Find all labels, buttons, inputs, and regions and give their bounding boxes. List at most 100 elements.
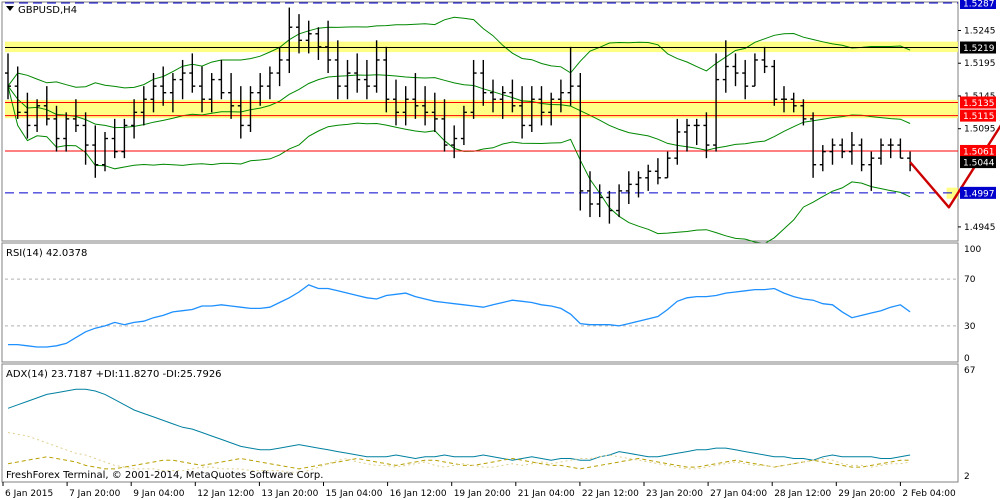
ohlc-bar (887, 138, 894, 159)
rsi-series (8, 284, 911, 348)
price-tag: 1.5135 (960, 96, 996, 109)
adx-tick-label: 2 (964, 472, 970, 482)
zone-2 (946, 187, 958, 199)
rsi-tick-label: 100 (964, 245, 981, 255)
time-tick-label: 13 Jan 20:00 (261, 489, 318, 499)
ohlc-bar (684, 118, 690, 152)
ohlc-bar (499, 86, 506, 119)
ohlc-bar (373, 40, 380, 93)
ohlc-bar (102, 131, 108, 172)
ohlc-bar (664, 151, 671, 179)
ohlc-bar (441, 99, 448, 152)
adx-panel[interactable]: ADX(14) 23.7187 +DI:11.8270 -DI:25.7926 … (1, 363, 975, 483)
adx-series-adx (7, 388, 911, 461)
ohlc-bar (218, 59, 225, 100)
price-tag: 1.5219 (960, 41, 996, 54)
svg-text:1.5061: 1.5061 (963, 147, 995, 157)
ohlc-bar (199, 66, 205, 113)
ohlc-bar (732, 53, 739, 87)
ohlc-bar (587, 171, 593, 218)
ohlc-bar (771, 59, 778, 106)
ohlc-bar (538, 86, 545, 126)
svg-text:1.5287: 1.5287 (963, 0, 995, 10)
rsi-label: RSI(14) 42.0378 (6, 248, 87, 259)
ohlc-bar (519, 86, 526, 139)
menu-triangle-icon[interactable] (6, 6, 14, 11)
ohlc-bar (751, 53, 758, 87)
ohlc-bar (286, 7, 293, 74)
rsi-tick-label: 70 (964, 275, 976, 285)
ohlc-bar (53, 105, 60, 152)
time-tick-label: 16 Jan 12:00 (390, 489, 447, 499)
svg-text:1.5135: 1.5135 (963, 99, 995, 109)
price-tick-label: 1.5195 (964, 59, 996, 69)
rsi-line (8, 284, 911, 348)
ohlc-bar (596, 184, 603, 218)
ohlc-bar (761, 46, 768, 74)
ohlc-bar (179, 59, 186, 100)
ohlc-bar (393, 79, 399, 126)
ohlc-bar (14, 66, 21, 119)
price-tags: 1.5287 1.5219 1.5135 1.5115 1.5061 1.5044 1.49… (960, 0, 996, 199)
ohlc-bar (140, 86, 147, 126)
ohlc-bar (111, 118, 118, 159)
ohlc-bar (402, 86, 409, 126)
ohlc-bar (557, 79, 564, 113)
time-tick-label: 6 Jan 2015 (5, 489, 53, 499)
rsi-panel[interactable]: RSI(14) 42.0378 100 70 30 0 (1, 242, 981, 364)
symbol-label: GBPUSD,H4 (18, 5, 77, 16)
ohlc-bar (228, 73, 235, 119)
ohlc-bar (422, 86, 429, 126)
bollinger-upper (7, 16, 911, 89)
bollinger-middle (7, 74, 911, 151)
ohlc-bar (810, 112, 817, 178)
time-tick-label: 2 Feb 04:00 (902, 489, 956, 499)
adx-series-di (7, 432, 911, 473)
ohlc-bar (412, 73, 419, 119)
ohlc-bar (460, 105, 467, 146)
ohlc-bar (897, 138, 904, 159)
ohlc-bar (334, 40, 341, 100)
adx-label: ADX(14) 23.7187 +DI:11.8270 -DI:25.7926 (6, 369, 222, 380)
adx-lines (7, 388, 911, 473)
ohlc-bar (169, 73, 176, 113)
svg-text:1.4997: 1.4997 (963, 189, 995, 199)
time-tick-label: 29 Jan 20:00 (838, 489, 895, 499)
ohlc-bar (839, 138, 846, 159)
time-tick-label: 27 Jan 04:00 (710, 489, 767, 499)
rsi-tick-label: 30 (964, 322, 976, 332)
rsi-tick-label: 0 (964, 354, 970, 364)
ohlc-bar (577, 73, 584, 211)
ohlc-bar (625, 171, 632, 204)
price-tag: 1.5287 (960, 0, 996, 10)
ohlc-bar (43, 86, 50, 126)
price-tick-label: 1.5095 (964, 125, 996, 135)
ohlc-bar (131, 99, 138, 139)
time-tick-label: 12 Jan 12:00 (197, 489, 254, 499)
svg-text:1.5044: 1.5044 (963, 159, 995, 169)
price-panel[interactable]: GBPUSD,H4 1.52451.51951.51451.50951.4945… (1, 0, 1000, 245)
ohlc-bar (528, 86, 535, 132)
ohlc-bar (567, 46, 574, 106)
time-tick-label: 7 Jan 20:00 (69, 489, 121, 499)
ohlc-bar (160, 66, 167, 106)
time-tick-label: 15 Jan 04:00 (326, 489, 383, 499)
ohlc-bar (363, 59, 370, 100)
price-tag: 1.5115 (960, 109, 996, 122)
ohlc-bar (189, 53, 196, 93)
ohlc-bar (635, 171, 642, 198)
ohlc-bar (490, 79, 496, 113)
ohlc-bar (150, 73, 157, 113)
ohlc-bar (742, 59, 749, 100)
rsi-levels (5, 278, 958, 327)
ohlc-bar (509, 79, 516, 113)
price-tag: 1.5061 (960, 144, 996, 157)
ohlc-bar (606, 190, 613, 224)
adx-series-di (7, 456, 911, 470)
ohlc-bar (548, 92, 555, 126)
ohlc-bar (121, 118, 128, 159)
ohlc-bar (82, 112, 89, 165)
ohlc-bar (72, 99, 79, 132)
svg-text:1.5115: 1.5115 (963, 112, 995, 122)
